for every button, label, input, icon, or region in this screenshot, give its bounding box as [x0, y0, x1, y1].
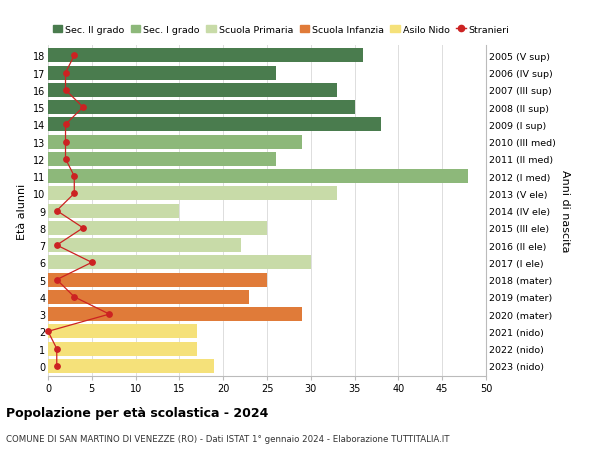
Point — [52, 345, 62, 353]
Bar — [48, 84, 337, 98]
Bar — [48, 152, 276, 167]
Point — [70, 294, 79, 301]
Bar — [48, 101, 355, 115]
Point — [43, 328, 53, 335]
Bar — [48, 67, 276, 80]
Legend: Sec. II grado, Sec. I grado, Scuola Primaria, Scuola Infanzia, Asilo Nido, Stran: Sec. II grado, Sec. I grado, Scuola Prim… — [53, 26, 509, 34]
Bar — [48, 239, 241, 252]
Bar — [48, 256, 311, 270]
Bar — [48, 325, 197, 339]
Bar — [48, 49, 364, 63]
Bar — [48, 187, 337, 201]
Point — [52, 242, 62, 249]
Y-axis label: Anni di nascita: Anni di nascita — [560, 170, 569, 252]
Bar — [48, 290, 250, 304]
Point — [61, 87, 70, 95]
Text: COMUNE DI SAN MARTINO DI VENEZZE (RO) - Dati ISTAT 1° gennaio 2024 - Elaborazion: COMUNE DI SAN MARTINO DI VENEZZE (RO) - … — [6, 434, 449, 443]
Bar — [48, 342, 197, 356]
Point — [61, 156, 70, 163]
Point — [61, 121, 70, 129]
Point — [70, 52, 79, 60]
Point — [78, 225, 88, 232]
Point — [61, 70, 70, 77]
Point — [78, 104, 88, 112]
Point — [104, 311, 114, 318]
Bar — [48, 170, 469, 184]
Bar — [48, 273, 267, 287]
Bar — [48, 204, 179, 218]
Point — [61, 139, 70, 146]
Point — [70, 173, 79, 180]
Point — [52, 276, 62, 284]
Point — [87, 259, 97, 266]
Y-axis label: Età alunni: Età alunni — [17, 183, 27, 239]
Bar — [48, 308, 302, 321]
Point — [52, 363, 62, 370]
Point — [52, 207, 62, 215]
Bar — [48, 135, 302, 149]
Bar — [48, 118, 381, 132]
Bar — [48, 221, 267, 235]
Point — [70, 190, 79, 197]
Text: Popolazione per età scolastica - 2024: Popolazione per età scolastica - 2024 — [6, 406, 268, 419]
Bar — [48, 359, 214, 373]
